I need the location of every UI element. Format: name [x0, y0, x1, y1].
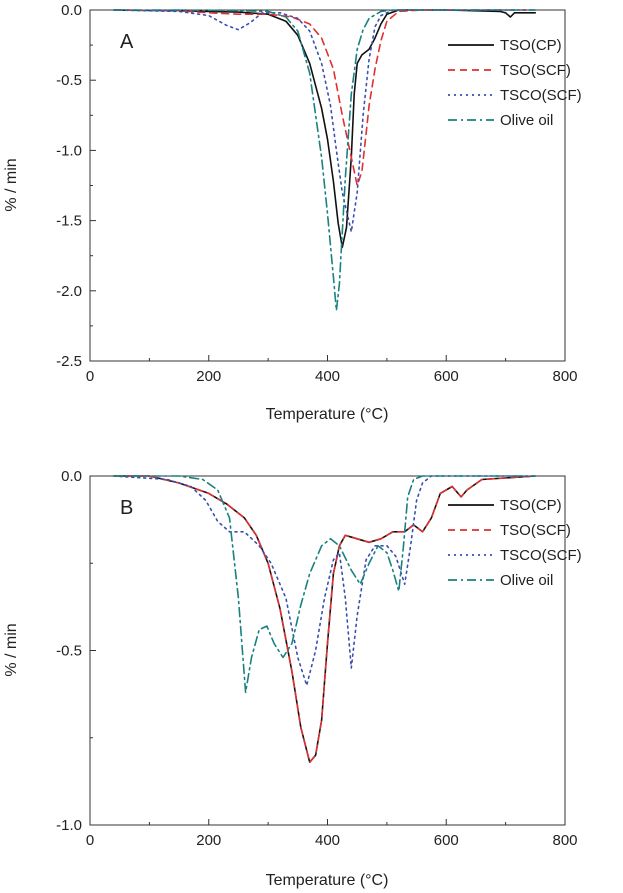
legend-label-tso-scf: TSO(SCF)	[500, 62, 571, 79]
legend-label-tso-scf: TSO(SCF)	[500, 522, 571, 539]
series-line-olive-oil	[113, 475, 537, 694]
series-group-b	[113, 475, 537, 763]
series-line-tso-scf	[113, 9, 537, 187]
x-tick-label: 200	[196, 832, 221, 849]
legend-label-olive-oil: Olive oil	[500, 112, 553, 129]
legend-label-tsco-scf: TSCO(SCF)	[500, 547, 582, 564]
legend-label-tsco-scf: TSCO(SCF)	[500, 87, 582, 104]
y-axis-title-a: % / min	[3, 158, 20, 211]
x-tick-label: 200	[196, 368, 221, 385]
legend-label-olive-oil: Olive oil	[500, 572, 553, 589]
y-axis-title-b: % / min	[3, 623, 20, 676]
panel-label-b: B	[120, 497, 133, 519]
ticks-b: 0 200 400 600 800 0.0 -0.5 -1.0	[56, 468, 577, 849]
y-tick-label: 0.0	[61, 2, 82, 19]
legend-a: TSO(CP) TSO(SCF) TSCO(SCF) Olive oil	[448, 37, 582, 129]
y-tick-label: 0.0	[61, 468, 82, 485]
x-tick-label: 600	[434, 368, 459, 385]
legend-label-tso-cp: TSO(CP)	[500, 497, 562, 514]
plot-frame-a	[89, 9, 566, 362]
series-line-tsco-scf	[113, 475, 537, 687]
y-tick-label: -1.5	[56, 213, 82, 230]
x-axis-title-b: Temperature (°C)	[266, 872, 389, 889]
y-tick-label: -2.5	[56, 353, 82, 370]
y-tick-label: -2.0	[56, 283, 82, 300]
x-tick-label: 800	[552, 832, 577, 849]
x-tick-label: 400	[315, 368, 340, 385]
panel-label-a: A	[120, 31, 134, 53]
y-tick-label: -1.0	[56, 142, 82, 159]
x-tick-label: 0	[86, 832, 94, 849]
y-tick-label: -0.5	[56, 72, 82, 89]
y-tick-label: -0.5	[56, 643, 82, 660]
series-line-tso-cp	[113, 475, 537, 763]
series-line-tsco-scf	[113, 9, 537, 233]
x-tick-label: 800	[552, 368, 577, 385]
x-tick-label: 0	[86, 368, 94, 385]
y-tick-label: -1.0	[56, 817, 82, 834]
chart-panel-a: 0 200 400 600 800 0.0 -0.5 -1.0 -1.5 -2.0 -2.5 A T…	[3, 2, 582, 423]
series-group-a	[113, 9, 537, 312]
ticks-a: 0 200 400 600 800 0.0 -0.5 -1.0 -1.5 -2.0 -2.5	[56, 2, 577, 385]
chart-panel-b: 0 200 400 600 800 0.0 -0.5 -1.0 B Temperature (…	[3, 468, 582, 889]
legend-label-tso-cp: TSO(CP)	[500, 37, 562, 54]
x-axis-title-a: Temperature (°C)	[266, 406, 389, 423]
legend-b: TSO(CP) TSO(SCF) TSCO(SCF) Olive oil	[448, 497, 582, 589]
series-line-olive-oil	[113, 9, 537, 312]
x-tick-label: 600	[434, 832, 459, 849]
x-tick-label: 400	[315, 832, 340, 849]
series-line-tso-scf	[113, 475, 537, 763]
